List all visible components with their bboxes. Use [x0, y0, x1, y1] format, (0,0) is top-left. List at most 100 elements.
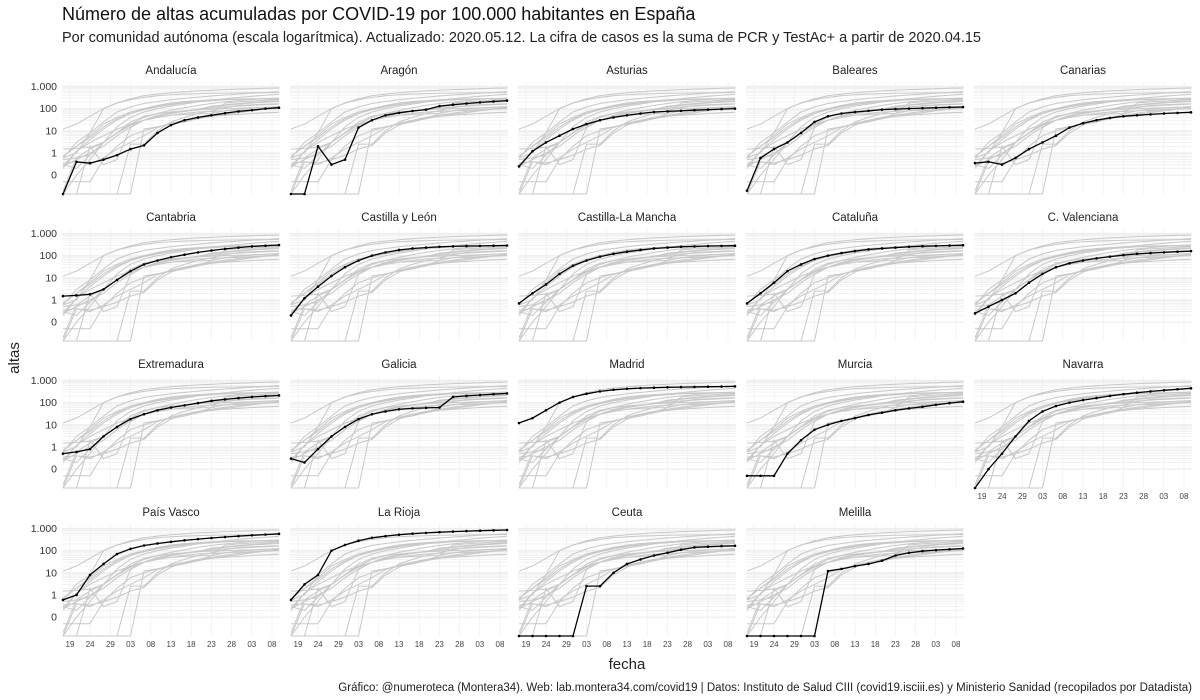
series-point [948, 244, 951, 247]
background-series-line [518, 93, 736, 195]
series-point [706, 244, 710, 248]
series-point [1189, 249, 1193, 253]
background-series-line [63, 400, 280, 489]
x-tick-label: 03 [354, 640, 363, 649]
x-tick-label: 18 [871, 640, 880, 649]
series-point [733, 107, 737, 110]
series-point [720, 107, 723, 111]
x-tick-label: 13 [623, 640, 632, 649]
series-point [115, 153, 119, 157]
x-tick-label: 29 [562, 640, 571, 649]
background-series-line [747, 394, 964, 489]
series-point [210, 399, 213, 403]
series-point [1054, 404, 1058, 408]
series-point [465, 394, 468, 398]
x-tick-label: 23 [1119, 492, 1128, 501]
background-series-line [746, 238, 964, 306]
background-series-line [62, 254, 280, 342]
series-point [316, 573, 320, 577]
series-point [424, 246, 428, 249]
series-point [478, 101, 482, 104]
series-point [61, 598, 65, 602]
series-point [1162, 388, 1166, 392]
background-series-line [746, 539, 964, 599]
background-series-line [290, 107, 508, 195]
series-point [411, 407, 414, 410]
background-series-line [290, 381, 508, 453]
background-series-line [291, 253, 508, 342]
series-point [813, 428, 816, 432]
series-point [639, 386, 642, 390]
series-point [759, 156, 762, 160]
background-series-line [290, 391, 508, 444]
y-tick-label: 1.000 [31, 228, 57, 240]
background-series-line [974, 97, 1192, 150]
series-point [505, 528, 509, 532]
series-point [169, 255, 173, 259]
series-point [277, 394, 281, 397]
series-point [424, 531, 428, 535]
panel-pais-vasco: País Vasco 0 1 10 100 1.000 19 24 29 03 08 13 18 23 28… [31, 507, 281, 649]
x-axis-title: fecha [609, 656, 646, 673]
series-point [813, 257, 816, 261]
series-point [1027, 419, 1031, 423]
series-point [289, 314, 293, 317]
series-point [438, 406, 441, 409]
x-tick-label: 08 [830, 640, 839, 649]
series-point [1000, 298, 1004, 302]
series-point [505, 392, 509, 395]
background-series-line [519, 247, 736, 342]
background-series-line [518, 258, 736, 313]
panel-aragon: Aragón [289, 65, 509, 196]
y-tick-label: 10 [45, 125, 57, 137]
background-series-line [290, 549, 508, 637]
background-series-line [63, 247, 280, 342]
background-series-line [518, 540, 736, 612]
series-point [237, 246, 240, 249]
series-point [142, 412, 146, 416]
series-point [250, 395, 254, 399]
series-point [303, 461, 306, 464]
series-point [679, 245, 683, 249]
series-point [1095, 257, 1098, 260]
panel-castilla-la-mancha: Castilla-La Mancha [517, 212, 737, 342]
series-point [237, 396, 240, 400]
series-point [693, 546, 696, 549]
series-point [745, 189, 749, 192]
background-series-line [62, 400, 280, 485]
background-series-line [290, 91, 508, 130]
series-point [1054, 265, 1058, 269]
series-point [210, 536, 213, 540]
background-series-line [62, 106, 280, 191]
series-point [183, 539, 186, 542]
series-point [250, 534, 254, 537]
background-series-line [290, 93, 508, 195]
series-point [987, 467, 990, 471]
background-series-line [290, 540, 508, 612]
series-point [652, 386, 656, 390]
series-point [1189, 387, 1193, 390]
series-point [1135, 252, 1139, 256]
panel-murcia: Murcia [745, 359, 965, 489]
series-point [343, 265, 347, 269]
series-point [826, 569, 830, 573]
series-point [693, 385, 696, 389]
series-point [478, 529, 482, 533]
series-point [679, 548, 683, 551]
series-point [1122, 115, 1125, 118]
series-point [210, 249, 213, 252]
series-point [1054, 134, 1058, 138]
x-tick-label: 24 [542, 640, 551, 649]
x-tick-label: 03 [810, 640, 819, 649]
background-series-line [746, 381, 964, 453]
series-point [357, 417, 360, 421]
background-series-line [290, 234, 508, 306]
facet-label: Castilla-La Mancha [578, 212, 677, 224]
background-series-line [974, 244, 1192, 304]
series-point [759, 634, 762, 638]
x-tick-label: 08 [1058, 492, 1067, 501]
series-point [370, 536, 374, 540]
background-series-line [62, 405, 280, 460]
series-point [598, 390, 602, 393]
series-point [196, 251, 200, 254]
